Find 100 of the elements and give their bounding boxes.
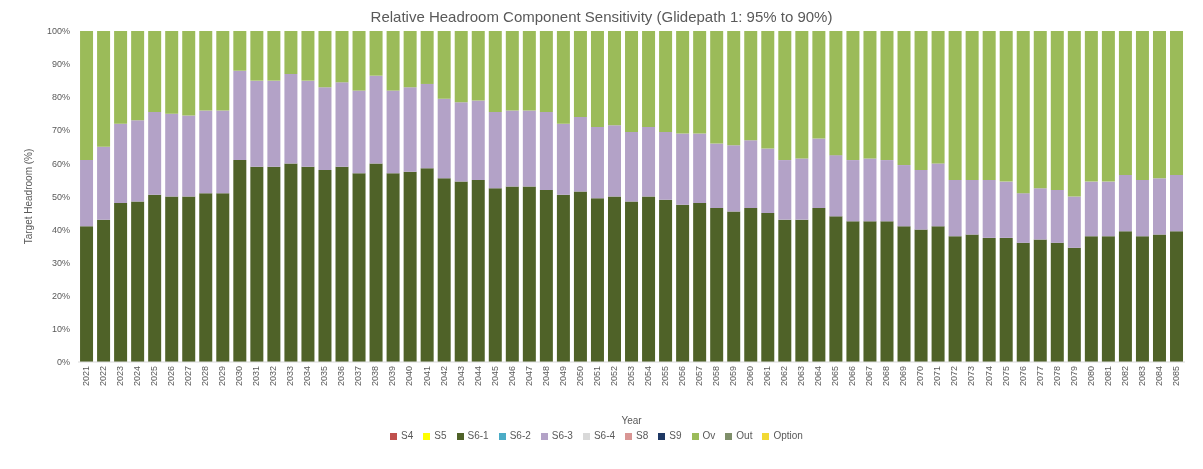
x-tick-label: 2044: [472, 366, 483, 387]
bar: [148, 194, 162, 362]
bar: [420, 31, 434, 84]
bar: [590, 198, 604, 362]
bar: [642, 126, 656, 197]
x-tick-label: 2077: [1034, 366, 1045, 387]
bar: [454, 102, 468, 182]
bar: [931, 31, 945, 164]
bar: [318, 87, 332, 171]
bar: [437, 31, 451, 99]
bar: [114, 123, 128, 204]
bar: [1101, 181, 1115, 237]
x-tick-label: 2038: [370, 366, 381, 387]
x-tick-label: 2061: [762, 366, 773, 387]
x-tick-label: 2054: [642, 366, 653, 387]
bar: [590, 31, 604, 127]
legend-label: S8: [636, 430, 649, 441]
bar: [795, 219, 809, 362]
bar: [863, 158, 877, 222]
y-tick-label: 100%: [46, 26, 70, 37]
x-tick-label: 2043: [455, 366, 466, 387]
legend-label: S6-2: [509, 430, 531, 441]
bar: [880, 160, 894, 222]
bar: [982, 31, 996, 180]
bar: [250, 80, 264, 167]
bar: [999, 181, 1013, 238]
bar: [727, 31, 741, 146]
bar: [148, 31, 162, 113]
legend-label: S6-3: [551, 430, 573, 441]
bar: [761, 213, 775, 362]
bar: [284, 74, 298, 164]
bar: [1084, 236, 1098, 362]
x-tick-label: 2029: [217, 366, 228, 387]
bar: [965, 31, 979, 180]
x-tick-label: 2052: [608, 366, 619, 387]
y-tick-label: 0%: [56, 357, 70, 368]
x-tick-label: 2075: [1000, 366, 1011, 387]
bar: [386, 31, 400, 91]
bar: [1135, 31, 1149, 180]
bar: [148, 112, 162, 195]
bar: [335, 166, 349, 362]
bar: [352, 173, 366, 362]
bar: [829, 31, 843, 156]
bar: [1050, 189, 1064, 243]
bar: [1170, 31, 1184, 175]
bar: [216, 193, 230, 362]
legend-label: S6-1: [467, 430, 489, 441]
legend-label: S9: [669, 430, 682, 441]
x-tick-label: 2081: [1102, 366, 1113, 387]
bar: [97, 219, 111, 362]
bar: [999, 31, 1013, 182]
x-tick-label: 2053: [625, 366, 636, 387]
bar: [522, 110, 536, 187]
x-tick-label: 2030: [234, 366, 245, 387]
bar: [625, 131, 639, 202]
x-tick-label: 2040: [404, 366, 415, 387]
bar: [676, 204, 690, 362]
bar: [97, 31, 111, 147]
x-tick-label: 2065: [830, 366, 841, 387]
x-tick-label: 2049: [557, 366, 568, 387]
x-tick-label: 2055: [659, 366, 670, 387]
bar: [114, 203, 128, 362]
bar: [284, 163, 298, 362]
bar: [1067, 247, 1081, 362]
bar: [931, 226, 945, 362]
x-tick-label: 2085: [1170, 366, 1181, 387]
x-tick-label: 2047: [523, 366, 534, 387]
bar: [659, 31, 673, 132]
bar: [182, 115, 196, 197]
x-tick-label: 2069: [898, 366, 909, 387]
bar: [369, 75, 383, 164]
x-tick-label: 2039: [387, 366, 398, 387]
bar: [795, 158, 809, 220]
bar: [1050, 31, 1064, 190]
x-tick-label: 2051: [591, 366, 602, 387]
bar: [318, 170, 332, 362]
bar: [233, 160, 247, 362]
bar: [812, 138, 826, 209]
bar: [897, 226, 911, 362]
y-tick-label: 70%: [51, 125, 70, 136]
x-tick-label: 2032: [268, 366, 279, 387]
bar: [693, 203, 707, 362]
x-tick-label: 2057: [694, 366, 705, 387]
bar: [863, 31, 877, 159]
bar: [676, 31, 690, 134]
bar: [1016, 193, 1030, 243]
bar: [761, 31, 775, 149]
x-tick-label: 2037: [353, 366, 364, 387]
bar: [386, 90, 400, 174]
x-tick-label: 2041: [421, 366, 432, 387]
bar: [846, 31, 860, 161]
bar: [131, 201, 145, 362]
x-tick-label: 2025: [149, 366, 160, 387]
x-tick-label: 2056: [676, 366, 687, 387]
bar: [573, 117, 587, 192]
bar: [556, 123, 570, 195]
bar: [573, 31, 587, 118]
y-tick-label: 90%: [51, 59, 70, 70]
bar: [471, 100, 485, 180]
bar: [914, 170, 928, 230]
